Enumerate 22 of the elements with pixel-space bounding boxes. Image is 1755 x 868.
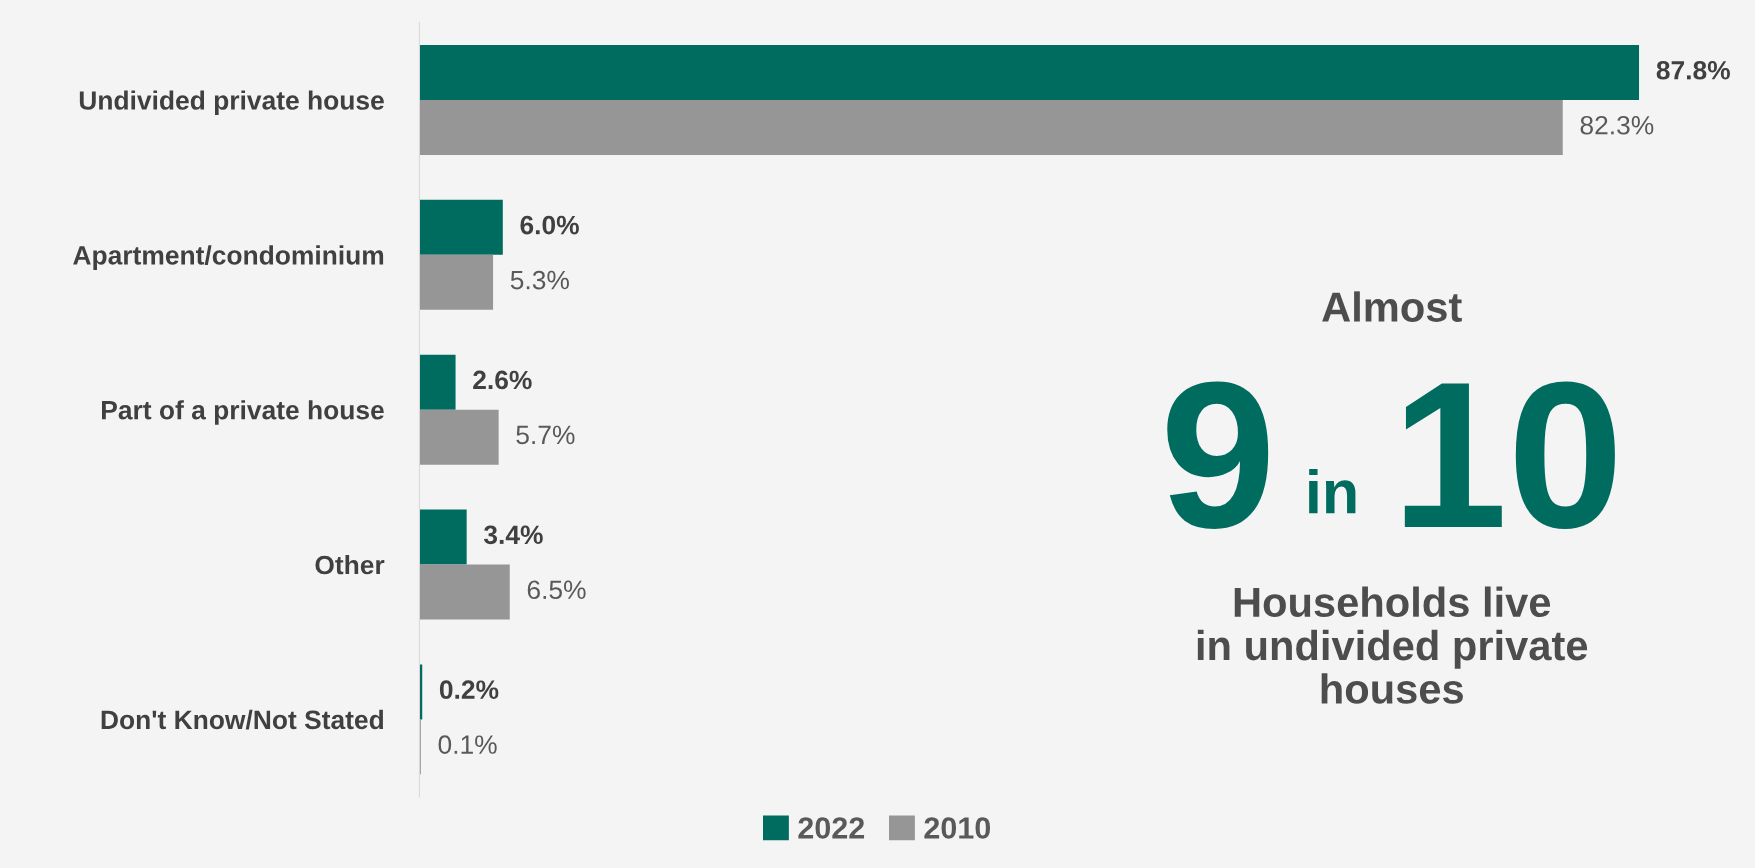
data-label: 5.7% [516,425,575,445]
annotation: in [1309,468,1356,514]
legend-label: 2022 [798,817,865,839]
data-label: 5.3% [510,270,569,290]
data-label: 2.6% [473,370,532,390]
annotation: 10 [1404,381,1615,529]
annotation: Households live in undivided private houses [1197,586,1588,704]
data-label: 0.2% [439,680,499,699]
y-tick-label: Part of a private house [102,400,384,425]
annotation: 9 [1167,381,1269,529]
data-label: 6.5% [527,580,586,600]
y-tick-label: Undivided private house [79,90,384,116]
y-tick-label: Other [315,554,385,575]
data-label: 87.8% [1656,60,1730,80]
data-label: 0.1% [438,735,497,754]
annotation: Almost [1322,291,1462,322]
y-tick-label: Apartment/condominium [73,245,384,270]
data-label: 3.4% [483,525,543,545]
y-tick-label: Don't Know/Not Stated [101,709,383,730]
legend-label: 2010 [924,817,991,839]
data-label: 82.3% [1580,115,1654,135]
data-label: 6.0% [520,215,579,235]
